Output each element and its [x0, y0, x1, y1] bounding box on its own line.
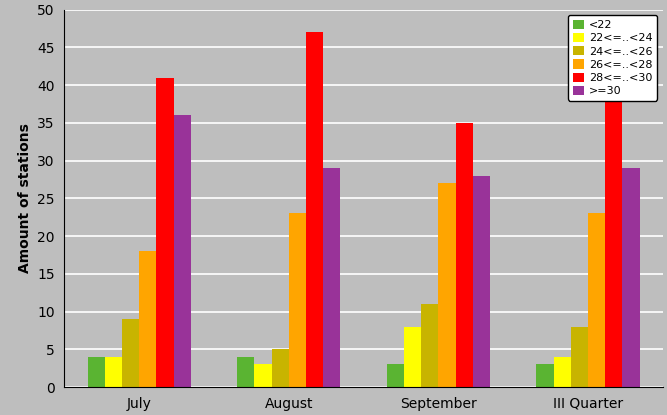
Bar	[536, 364, 554, 387]
Bar	[571, 327, 588, 387]
Legend: <22, 22<=..<24, 24<=..<26, 26<=..<28, 28<=..<30, >=30: <22, 22<=..<24, 24<=..<26, 26<=..<28, 28…	[568, 15, 657, 101]
Bar	[173, 115, 191, 387]
Bar	[605, 40, 622, 387]
Bar	[622, 168, 640, 387]
Bar	[157, 78, 173, 387]
Bar	[87, 357, 105, 387]
Bar	[387, 364, 404, 387]
Bar	[422, 304, 438, 387]
Bar	[289, 213, 306, 387]
Bar	[554, 357, 571, 387]
Bar	[404, 327, 422, 387]
Bar	[237, 357, 254, 387]
Bar	[456, 123, 473, 387]
Y-axis label: Amount of stations: Amount of stations	[17, 123, 31, 273]
Bar	[139, 251, 157, 387]
Bar	[122, 319, 139, 387]
Bar	[254, 364, 271, 387]
Bar	[438, 183, 456, 387]
Bar	[271, 349, 289, 387]
Bar	[473, 176, 490, 387]
Bar	[323, 168, 340, 387]
Bar	[588, 213, 605, 387]
Bar	[105, 357, 122, 387]
Bar	[306, 32, 323, 387]
